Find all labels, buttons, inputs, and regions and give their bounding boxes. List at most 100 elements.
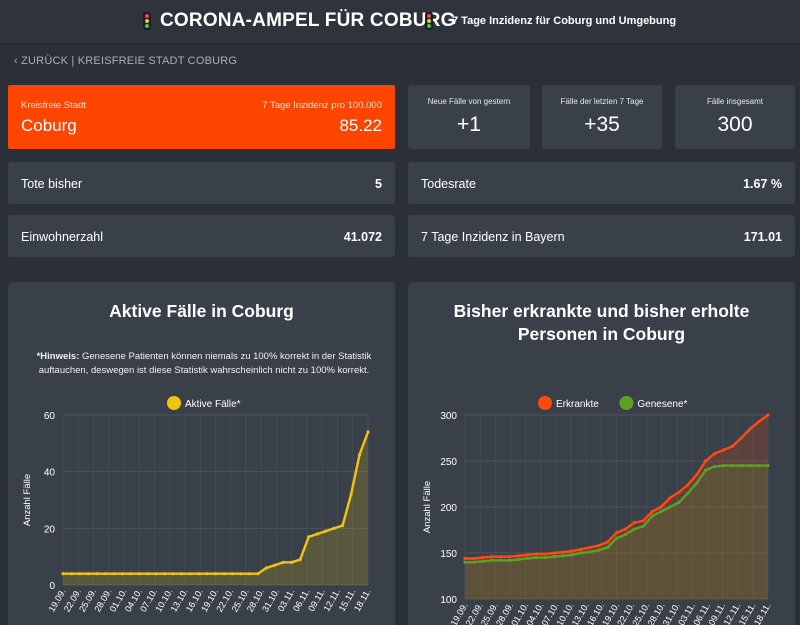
data-point	[129, 572, 133, 576]
data-point	[668, 505, 672, 509]
data-point	[748, 427, 752, 431]
data-point	[712, 464, 717, 469]
y-tick-label: 150	[440, 549, 457, 560]
data-point	[78, 572, 82, 576]
data-point	[61, 572, 65, 576]
data-point	[614, 536, 619, 540]
data-point	[525, 553, 529, 557]
incidence-value: 85.22	[339, 116, 382, 135]
data-point	[534, 552, 538, 556]
app-header: CORONA-AMPEL FÜR COBURG 7 Tage Inzidenz …	[0, 0, 800, 44]
traffic-light-yellow	[145, 18, 149, 23]
y-tick-label: 300	[440, 411, 457, 422]
bavaria-incidence-label: 7 Tage Inzidenz in Bayern	[421, 230, 565, 244]
series-area	[465, 465, 768, 599]
y-axis-label: Anzahl Fälle	[422, 481, 433, 533]
legend-label: Aktive Fälle*	[185, 399, 241, 410]
data-point	[222, 572, 226, 576]
data-point	[525, 556, 529, 561]
deaths-row: Tote bisher 5	[8, 162, 395, 204]
data-point	[507, 558, 512, 562]
cumulative-panel: Bisher erkrankte und bisher erholte Pers…	[408, 282, 795, 625]
data-point	[757, 464, 761, 468]
data-point	[659, 510, 663, 514]
cumulative-title-line2: Personen in Coburg	[517, 324, 686, 344]
data-point	[588, 545, 592, 550]
data-point	[366, 430, 370, 434]
data-point	[490, 555, 494, 559]
data-point	[695, 473, 699, 477]
legend-swatch	[167, 396, 181, 410]
cumulative-chart: Erkrankte Genesene*10015020025030019.09.2…	[422, 396, 773, 625]
data-point	[324, 529, 328, 533]
data-point	[315, 532, 319, 536]
data-point	[534, 556, 538, 560]
data-point	[597, 548, 601, 552]
series-area	[63, 432, 368, 585]
data-point	[463, 556, 467, 561]
active-cases-panel: Aktive Fälle in Coburg *Hinweis: Genesen…	[8, 282, 395, 625]
data-point	[597, 544, 601, 548]
data-point	[570, 553, 574, 557]
y-tick-label: 200	[440, 503, 457, 514]
data-point	[307, 535, 311, 539]
data-point	[86, 572, 91, 576]
data-point	[739, 464, 743, 468]
data-point	[103, 572, 107, 576]
data-point	[290, 560, 294, 564]
y-tick-label: 250	[440, 457, 457, 468]
data-point	[561, 554, 565, 558]
data-point	[213, 572, 218, 576]
data-point	[507, 555, 512, 559]
data-point	[247, 572, 251, 576]
data-point	[273, 563, 277, 567]
cumulative-title-line1: Bisher erkrankte und bisher erholte	[453, 301, 750, 321]
incidence-label: 7 Tage Inzidenz pro 100.000	[262, 100, 382, 111]
y-tick-label: 100	[440, 595, 457, 606]
data-point	[516, 557, 521, 562]
data-point	[340, 523, 345, 528]
data-point	[632, 521, 636, 525]
data-point	[552, 551, 556, 555]
bavaria-incidence-value: 171.01	[743, 230, 782, 244]
data-point	[298, 557, 302, 562]
data-point	[730, 464, 734, 468]
stat-label: Fälle insgesamt	[706, 97, 764, 106]
data-point	[256, 572, 260, 576]
data-point	[623, 527, 628, 531]
traffic-light-red	[427, 13, 431, 18]
data-point	[499, 555, 503, 559]
data-point	[163, 572, 167, 576]
data-point	[490, 558, 494, 562]
data-point	[704, 468, 708, 472]
data-point	[712, 452, 717, 456]
data-point	[686, 483, 690, 487]
data-point	[677, 500, 681, 504]
death-rate-row: Todesrate 1.67 %	[408, 162, 795, 204]
data-point	[614, 531, 619, 535]
data-point	[205, 572, 209, 576]
data-point	[730, 444, 734, 448]
data-point	[154, 572, 158, 576]
data-point	[721, 464, 726, 468]
data-point	[472, 556, 476, 561]
stat-label: Fälle der letzten 7 Tage	[560, 97, 644, 106]
legend-label: Erkrankte	[556, 399, 599, 410]
data-point	[677, 490, 681, 494]
data-point	[659, 505, 663, 509]
data-point	[668, 496, 672, 500]
data-point	[481, 556, 485, 560]
data-point	[188, 572, 192, 576]
data-point	[543, 556, 547, 560]
back-link[interactable]: ‹ ZURÜCK | KREISFREIE STADT COBURG	[14, 55, 238, 67]
data-point	[650, 514, 654, 518]
data-point	[641, 519, 645, 523]
incidence-card: Kreisfreie Stadt 7 Tage Inzidenz pro 100…	[8, 85, 395, 149]
bavaria-incidence-row: 7 Tage Inzidenz in Bayern 171.01	[408, 215, 795, 257]
data-point	[605, 545, 610, 550]
note-text: Genesene Patienten können niemals zu 100…	[38, 351, 372, 376]
data-point	[332, 526, 336, 530]
data-point	[239, 572, 243, 576]
data-point	[579, 547, 583, 551]
series-area	[465, 415, 768, 599]
